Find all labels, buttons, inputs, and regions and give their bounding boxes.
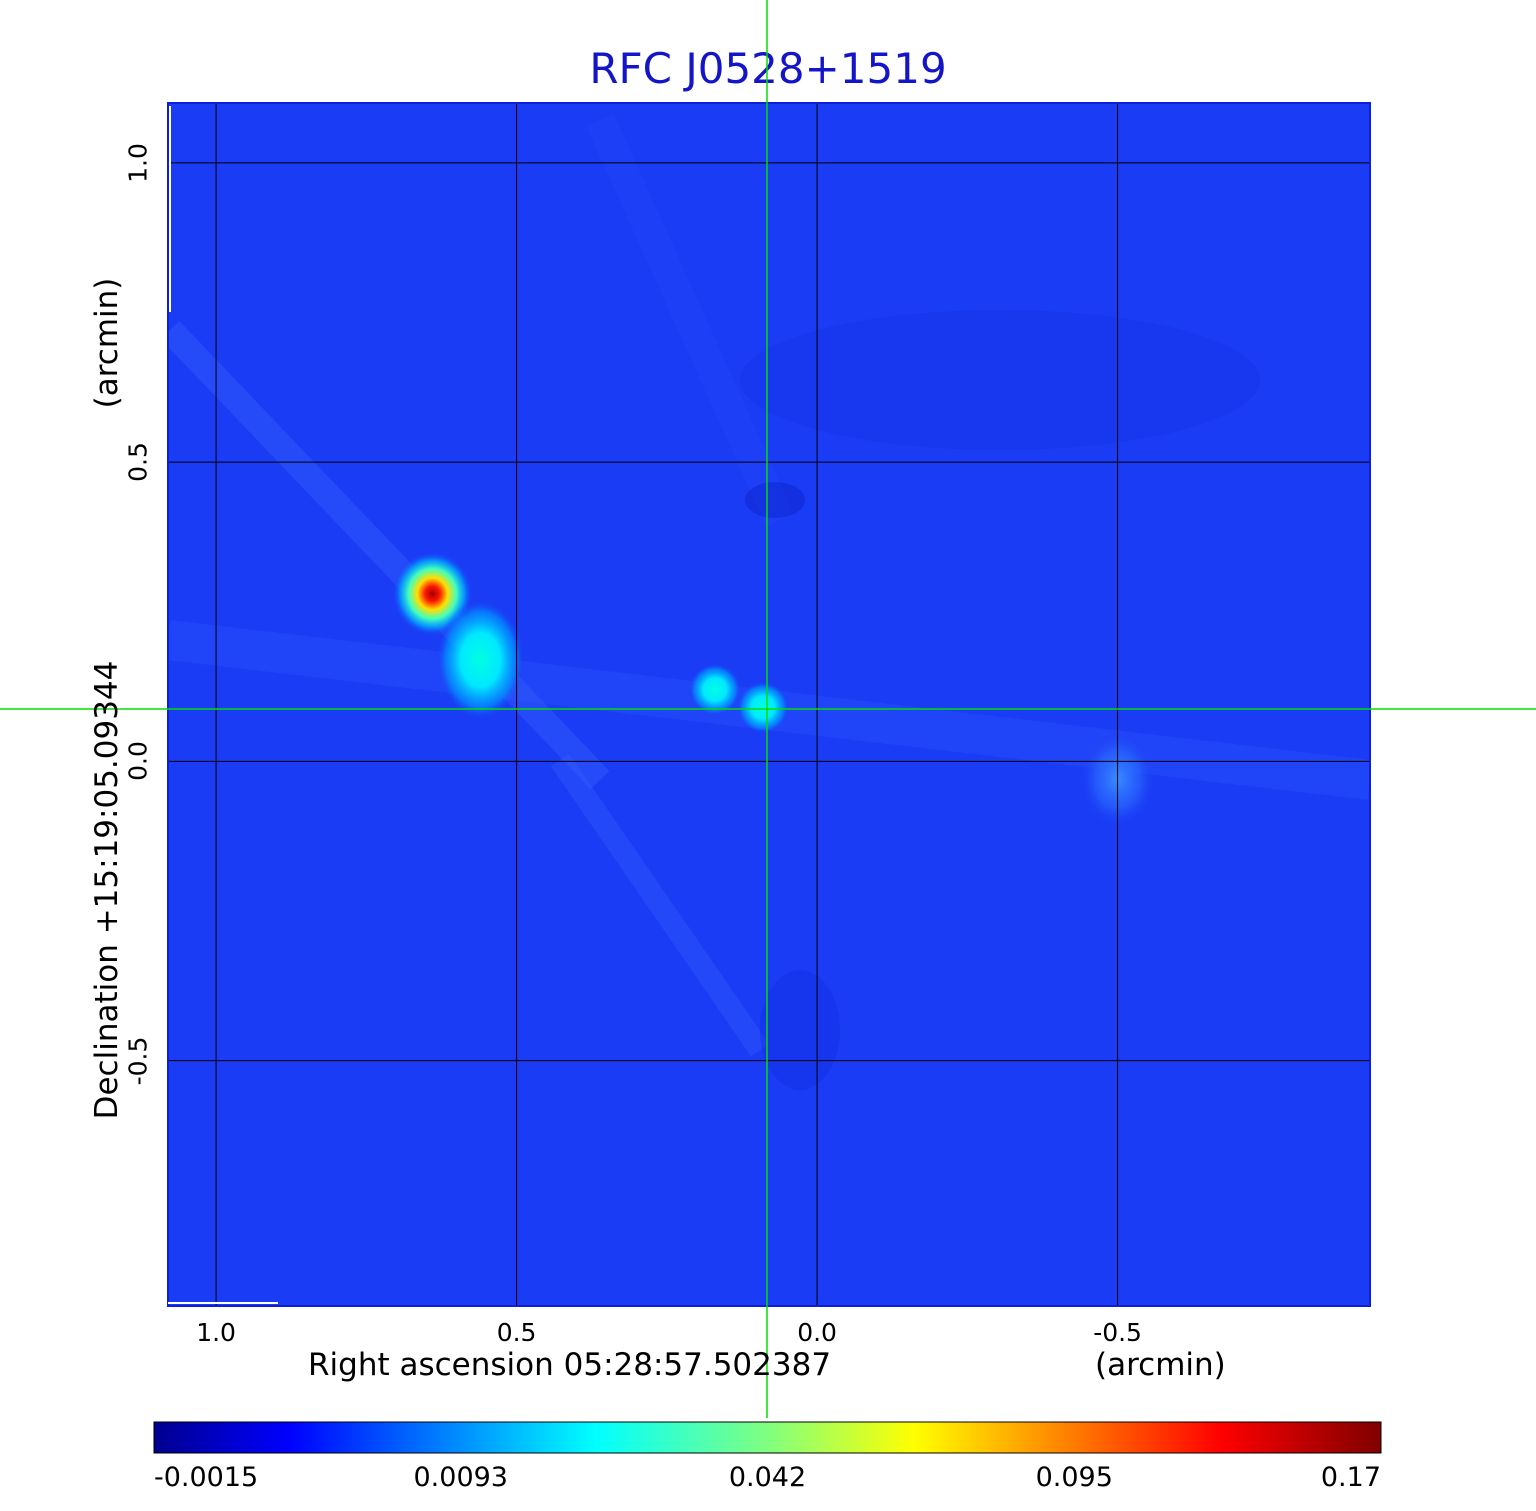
x-tick-label: 0.0 bbox=[797, 1318, 837, 1347]
radio-source-3 bbox=[736, 681, 789, 734]
plot-title: RFC J0528+1519 bbox=[589, 44, 947, 93]
x-axis-unit: (arcmin) bbox=[1095, 1347, 1226, 1383]
radio-source-2 bbox=[688, 663, 741, 716]
y-tick-label: -0.5 bbox=[123, 1036, 153, 1085]
x-tick-label: -0.5 bbox=[1093, 1318, 1142, 1347]
radio-source-1 bbox=[436, 599, 525, 720]
y-axis-unit: (arcmin) bbox=[89, 277, 125, 409]
colorbar-tick-label: 0.17 bbox=[1320, 1462, 1381, 1493]
coordinate-grid bbox=[168, 103, 1370, 1306]
y-axis-label: Declination +15:19:05.09344 bbox=[89, 660, 125, 1120]
colorbar-tick-label: 0.095 bbox=[1035, 1462, 1113, 1493]
x-tick-label: 1.0 bbox=[196, 1318, 236, 1347]
crosshair bbox=[0, 0, 1536, 1418]
colorbar-tick-label: -0.0015 bbox=[154, 1462, 259, 1493]
colorbar-tick-label: 0.0093 bbox=[413, 1462, 508, 1493]
y-tick-label: 0.5 bbox=[123, 442, 153, 482]
y-tick-label: 1.0 bbox=[123, 142, 153, 183]
y-tick-label: 0.0 bbox=[123, 741, 153, 782]
colorbar bbox=[153, 1421, 1382, 1454]
x-axis-label: Right ascension 05:28:57.502387 bbox=[308, 1347, 832, 1383]
x-tick-label: 0.5 bbox=[496, 1318, 537, 1347]
colorbar-tick-label: 0.042 bbox=[728, 1462, 807, 1493]
map-frame bbox=[167, 102, 1371, 1307]
